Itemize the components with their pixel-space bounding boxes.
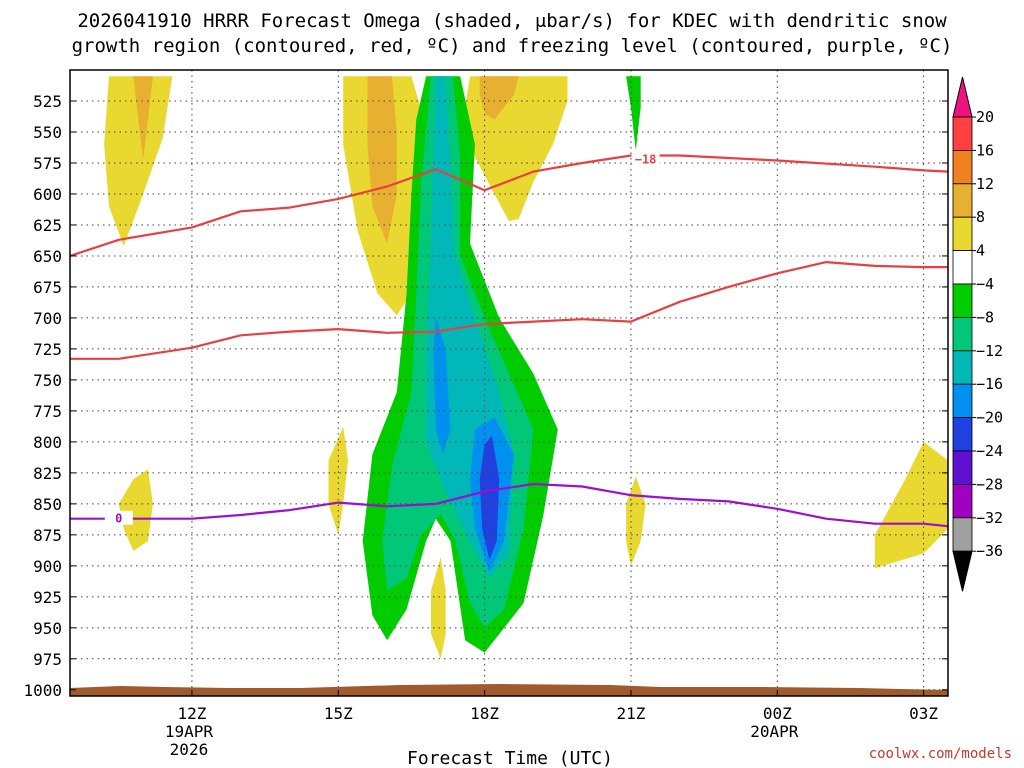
y-tick-label-550: 550 bbox=[33, 123, 62, 142]
colorbar-swatch-12 bbox=[952, 517, 973, 552]
contour-label-bg-0 bbox=[631, 151, 660, 166]
colorbar-swatch-3 bbox=[952, 216, 973, 251]
plot-frame bbox=[69, 69, 949, 697]
x-tick-label-03Z: 03Z bbox=[909, 704, 938, 723]
colorbar: 20 16 12 8 4 −4 −8 −12 −16 −20 −24 −28 −32 −36 bbox=[952, 76, 1003, 592]
y-tick-label-750: 750 bbox=[33, 371, 62, 390]
y-tick-label-800: 800 bbox=[33, 433, 62, 452]
terrain-fill bbox=[70, 684, 948, 696]
omega-region-4 bbox=[465, 76, 568, 222]
contour-label-bg-2 bbox=[104, 510, 133, 525]
colorbar-swatch-5 bbox=[952, 283, 973, 318]
colorbar-label-1: 16 bbox=[976, 141, 994, 159]
y-tick-label-575: 575 bbox=[33, 154, 62, 173]
colorbar-swatch-0 bbox=[952, 116, 973, 151]
colorbar-label-3: 8 bbox=[976, 208, 985, 226]
y-tick-label-900: 900 bbox=[33, 557, 62, 576]
x-tick-label-12Z: 12Z bbox=[177, 704, 206, 723]
omega-region-0 bbox=[104, 76, 173, 246]
y-tick-label-875: 875 bbox=[33, 526, 62, 545]
omega-region-11 bbox=[626, 76, 641, 151]
watermark: coolwx.com/models bbox=[869, 746, 1012, 762]
colorbar-swatch-7 bbox=[952, 350, 973, 385]
omega-region-10 bbox=[874, 441, 948, 569]
contour-line-1 bbox=[70, 261, 948, 360]
omega-region-7 bbox=[328, 427, 348, 535]
y-tick-label-925: 925 bbox=[33, 588, 62, 607]
colorbar-swatch-8 bbox=[952, 383, 973, 419]
colorbar-label-4: 4 bbox=[976, 242, 985, 260]
x-tick-label-21Z: 21Z bbox=[616, 704, 645, 723]
omega-region-5 bbox=[479, 76, 519, 120]
omega-region-8 bbox=[431, 557, 446, 659]
colorbar-label-0: 20 bbox=[976, 108, 994, 126]
x-tick-date-12Z: 19APR bbox=[165, 722, 214, 741]
contour-line-2 bbox=[70, 482, 948, 528]
omega-shading bbox=[104, 76, 948, 659]
colorbar-label-12: −32 bbox=[976, 509, 1003, 527]
colorbar-label-13: −36 bbox=[976, 542, 1003, 560]
colorbar-label-10: −24 bbox=[976, 442, 1003, 460]
y-tick-label-600: 600 bbox=[33, 185, 62, 204]
colorbar-swatch-9 bbox=[952, 417, 973, 452]
omega-region-1 bbox=[133, 76, 153, 160]
x-tick-label-18Z: 18Z bbox=[470, 704, 499, 723]
x-tick-year-12Z: 2026 bbox=[170, 740, 209, 759]
colorbar-swatch-2 bbox=[952, 183, 973, 218]
colorbar-bottom-arrow bbox=[952, 550, 973, 592]
y-tick-label-950: 950 bbox=[33, 619, 62, 638]
colorbar-swatch-4 bbox=[952, 250, 973, 285]
y-tick-label-1000: 1000 bbox=[23, 681, 62, 700]
colorbar-label-9: −20 bbox=[976, 409, 1003, 427]
terrain-band bbox=[70, 684, 948, 696]
y-tick-label-725: 725 bbox=[33, 340, 62, 359]
chart-title-line-1: 2026041910 HRRR Forecast Omega (shaded, … bbox=[77, 10, 947, 32]
x-tick-label-00Z: 00Z bbox=[763, 704, 792, 723]
omega-region-3 bbox=[367, 76, 397, 244]
colorbar-swatch-10 bbox=[952, 450, 973, 485]
y-tick-label-775: 775 bbox=[33, 402, 62, 421]
colorbar-label-5: −4 bbox=[976, 275, 994, 293]
colorbar-swatch-11 bbox=[952, 483, 973, 519]
y-tick-label-625: 625 bbox=[33, 216, 62, 235]
y-tick-label-825: 825 bbox=[33, 464, 62, 483]
contour-line-0 bbox=[70, 154, 948, 257]
omega-region-15 bbox=[433, 317, 451, 455]
colorbar-label-8: −16 bbox=[976, 375, 1003, 393]
x-tick-label-15Z: 15Z bbox=[324, 704, 353, 723]
contour-label-2: 0 bbox=[115, 512, 122, 526]
y-tick-label-675: 675 bbox=[33, 278, 62, 297]
y-tick-label-525: 525 bbox=[33, 92, 62, 111]
colorbar-swatch-6 bbox=[952, 316, 973, 352]
colorbar-label-7: −12 bbox=[976, 342, 1003, 360]
y-axis: 525 550 575 600 625 650 675 700 725 750 775 800 825 8… bbox=[23, 92, 948, 700]
y-tick-label-850: 850 bbox=[33, 495, 62, 514]
colorbar-label-6: −8 bbox=[976, 308, 994, 326]
omega-region-9 bbox=[626, 476, 646, 566]
y-tick-label-975: 975 bbox=[33, 650, 62, 669]
contour-label-0: −18 bbox=[635, 152, 657, 166]
temperature-contours: −18 0 bbox=[70, 151, 948, 528]
colorbar-swatch-1 bbox=[952, 149, 973, 185]
colorbar-top-arrow bbox=[952, 76, 973, 118]
colorbar-label-11: −28 bbox=[976, 475, 1003, 493]
y-tick-label-700: 700 bbox=[33, 309, 62, 328]
omega-region-6 bbox=[118, 469, 153, 551]
colorbar-label-2: 12 bbox=[976, 175, 994, 193]
y-tick-label-650: 650 bbox=[33, 247, 62, 266]
x-tick-date-00Z: 20APR bbox=[750, 722, 799, 741]
chart-title-line-2: growth region (contoured, red, ºC) and f… bbox=[72, 35, 953, 57]
x-axis-label: Forecast Time (UTC) bbox=[407, 748, 613, 768]
